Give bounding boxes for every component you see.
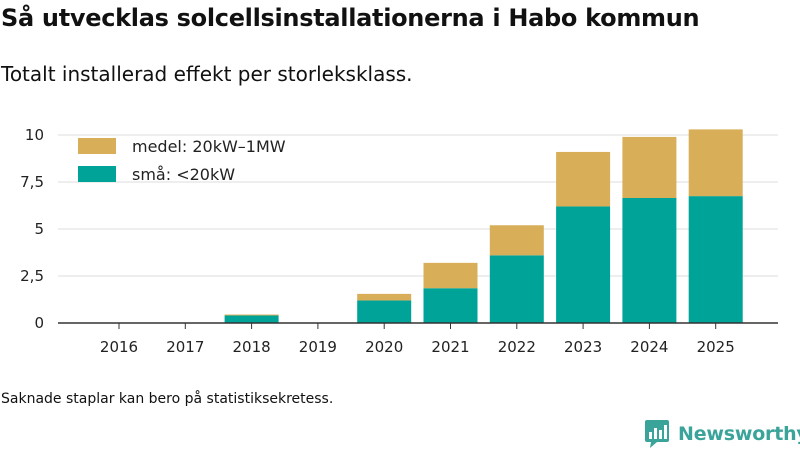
bar-small-2023	[556, 206, 611, 323]
legend-swatch-medium	[78, 138, 116, 154]
x-tick-label: 2020	[365, 338, 403, 356]
x-tick-label: 2017	[166, 338, 204, 356]
y-tick-label: 7,5	[20, 173, 44, 191]
y-tick-label: 2,5	[20, 267, 44, 285]
bar-small-2018	[224, 315, 279, 323]
x-tick-label: 2022	[498, 338, 536, 356]
bar-medium-2020	[357, 293, 412, 301]
bar-medium-2025	[688, 129, 743, 197]
y-tick-label: 5	[34, 220, 44, 238]
footnote: Saknade staplar kan bero på statistiksek…	[1, 391, 334, 407]
bar-medium-2024	[622, 136, 677, 199]
x-tick-label: 2025	[697, 338, 735, 356]
bar-small-2020	[357, 300, 412, 323]
x-tick-label: 2023	[564, 338, 602, 356]
bar-medium-2022	[489, 225, 544, 256]
bar-small-2025	[688, 196, 743, 323]
bar-small-2022	[489, 255, 544, 323]
bar-small-2021	[423, 288, 478, 323]
brand-name: Newsworthy	[678, 423, 800, 445]
axes: 0 2,5 5 7,5 10 2016 2017 2018 2019 2020 2021 2022 20…	[20, 126, 778, 356]
chart-title: Så utvecklas solcellsinstallationerna i …	[1, 4, 700, 32]
bar-medium-2018	[224, 314, 279, 316]
legend-label-small: små: <20kW	[132, 164, 236, 184]
x-tick-label: 2019	[299, 338, 337, 356]
bar-medium-2023	[556, 151, 611, 207]
legend-item-medium: medel: 20kW–1MW	[78, 132, 286, 160]
bars	[224, 129, 743, 323]
x-tick-label: 2018	[233, 338, 271, 356]
y-tick-label: 10	[25, 126, 44, 144]
x-tick-label: 2021	[431, 338, 469, 356]
bar-medium-2021	[423, 262, 478, 289]
newsworthy-logo-icon	[645, 420, 669, 448]
legend-item-small: små: <20kW	[78, 160, 286, 188]
stacked-bar-chart: 0 2,5 5 7,5 10 2016 2017 2018 2019 2020 2021 2022 20…	[20, 126, 778, 356]
chart-subtitle: Totalt installerad effekt per storlekskl…	[1, 62, 413, 86]
y-tick-label: 0	[34, 314, 44, 332]
x-tick-label: 2024	[630, 338, 668, 356]
bar-small-2024	[622, 198, 677, 323]
legend-swatch-small	[78, 166, 116, 182]
legend: medel: 20kW–1MW små: <20kW	[78, 132, 286, 188]
newsworthy-logo: Newsworthy	[644, 419, 800, 449]
x-tick-label: 2016	[100, 338, 138, 356]
legend-label-medium: medel: 20kW–1MW	[132, 136, 286, 156]
